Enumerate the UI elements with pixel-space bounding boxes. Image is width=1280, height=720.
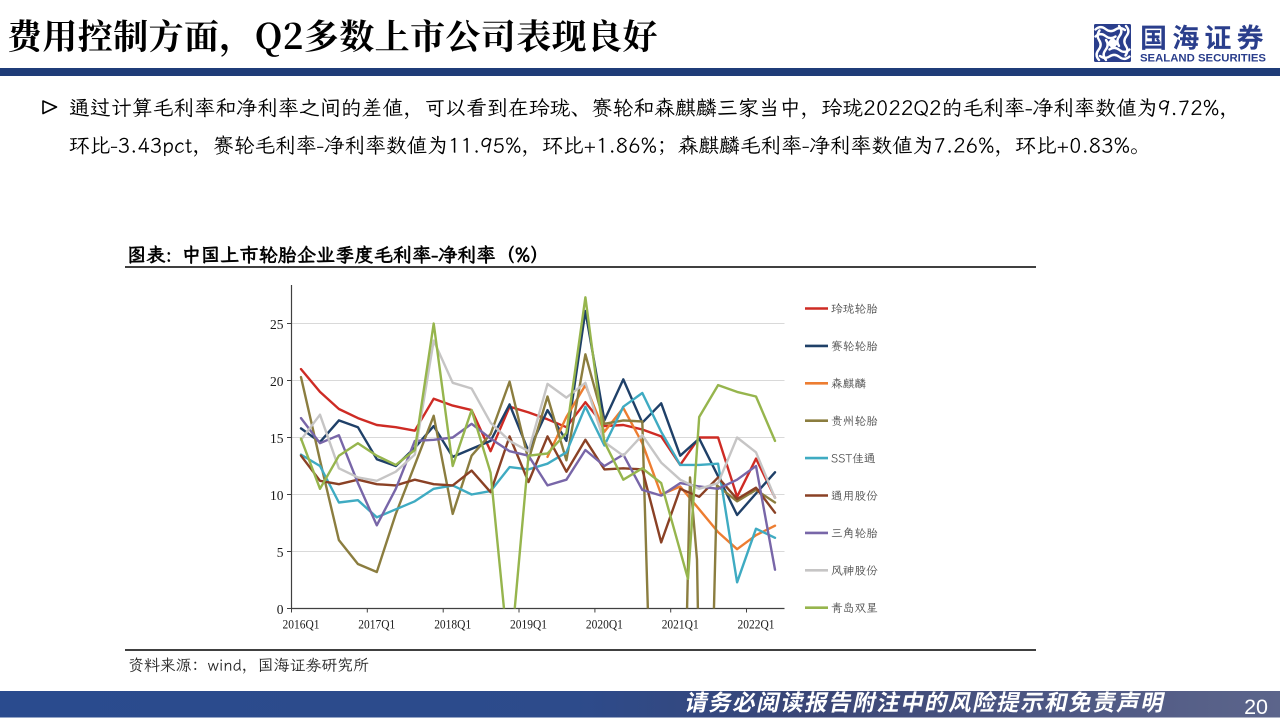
svg-text:2016Q1: 2016Q1	[283, 618, 320, 632]
svg-text:20: 20	[1244, 695, 1268, 719]
svg-text:2019Q1: 2019Q1	[510, 618, 547, 632]
svg-text:2022Q1: 2022Q1	[738, 618, 775, 632]
svg-text:2018Q1: 2018Q1	[434, 618, 471, 632]
svg-text:25: 25	[270, 317, 284, 332]
svg-text:5: 5	[277, 545, 284, 560]
svg-text:15: 15	[270, 431, 284, 446]
svg-text:2021Q1: 2021Q1	[662, 618, 699, 632]
svg-text:2017Q1: 2017Q1	[358, 618, 395, 632]
svg-text:10: 10	[270, 488, 284, 503]
svg-text:2020Q1: 2020Q1	[586, 618, 623, 632]
svg-text:20: 20	[270, 374, 284, 389]
svg-text:0: 0	[277, 602, 284, 617]
svg-text:SEALAND SECURITIES: SEALAND SECURITIES	[1140, 53, 1266, 65]
